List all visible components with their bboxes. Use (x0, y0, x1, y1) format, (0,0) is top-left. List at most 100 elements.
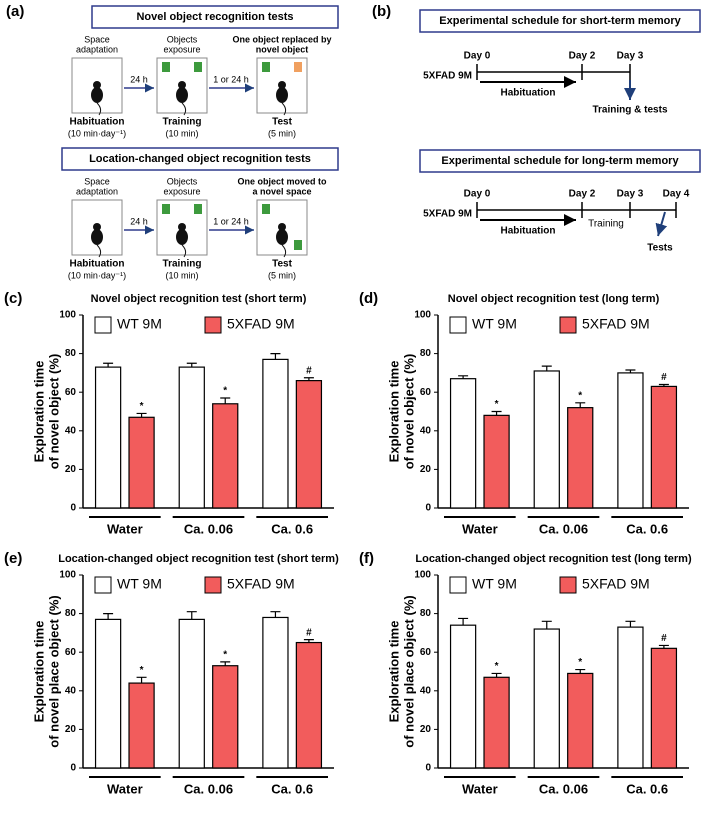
y-axis-label: Exploration time (31, 361, 46, 463)
day-label: Day 0 (464, 189, 491, 200)
error-bar (220, 397, 231, 404)
y-tick-label: 80 (65, 348, 77, 359)
y-tick-label: 0 (425, 503, 431, 514)
error-bar (136, 412, 147, 418)
y-tick-label: 100 (59, 310, 76, 321)
error-bar (220, 661, 231, 666)
y-tick-label: 100 (414, 310, 431, 321)
panel-label: (a) (6, 3, 24, 20)
y-axis-label: of novel place object (%) (46, 595, 61, 747)
error-bar (303, 377, 314, 381)
y-tick-label: 60 (65, 647, 77, 658)
error-bar (458, 375, 469, 379)
y-tick-label: 60 (420, 647, 432, 658)
error-bar (303, 639, 314, 643)
x-tick-label: Ca. 0.6 (626, 781, 668, 796)
y-tick-label: 40 (65, 685, 77, 696)
chart-title: Novel object recognition test (long term… (448, 293, 660, 305)
y-tick-label: 100 (414, 570, 431, 581)
y-tick-label: 40 (65, 425, 77, 436)
bar (449, 624, 477, 769)
chart: (f) Location-changed object recognition t… (359, 550, 692, 796)
error-bar (270, 353, 281, 360)
legend-swatch (449, 316, 467, 334)
bar (567, 407, 594, 509)
stage-label: novel object (256, 44, 309, 54)
bar (617, 372, 644, 509)
legend-label: 5XFAD 9M (582, 316, 650, 332)
stage-duration: (10 min) (165, 270, 198, 280)
day-label: Day 2 (569, 51, 596, 62)
stage-duration: (5 min) (268, 128, 296, 138)
stage-label: adaptation (76, 44, 118, 54)
x-tick-label: Water (107, 521, 143, 536)
bar (128, 416, 155, 509)
stage-duration: (10 min·day⁻¹) (68, 128, 126, 138)
arrow-label: 1 or 24 h (213, 216, 249, 226)
error-bar (658, 383, 669, 387)
stage-name: Habituation (70, 259, 125, 270)
bar (650, 385, 678, 509)
stage-label: One object moved to (237, 176, 327, 186)
error-bar (103, 613, 114, 620)
legend-label: 5XFAD 9M (227, 576, 295, 592)
bar (128, 682, 155, 769)
y-tick-label: 100 (59, 570, 76, 581)
legend-label: WT 9M (472, 316, 517, 332)
x-tick-label: Ca. 0.6 (271, 521, 313, 536)
y-axis-label: of novel object (%) (46, 354, 61, 470)
legend-label: 5XFAD 9M (227, 316, 295, 332)
bar (178, 618, 205, 769)
stage-duration: (5 min) (268, 270, 296, 280)
panel-label: (b) (372, 3, 391, 20)
day-label: Day 0 (464, 51, 491, 62)
legend-swatch (94, 576, 112, 594)
error-bar (575, 402, 586, 408)
x-tick-label: Ca. 0.06 (184, 521, 233, 536)
legend-swatch (559, 576, 577, 594)
day-label: Day 3 (617, 51, 644, 62)
y-tick-label: 80 (420, 608, 432, 619)
y-tick-label: 20 (420, 724, 432, 735)
error-bar (625, 369, 636, 373)
y-axis-label: of novel place object (%) (401, 595, 416, 747)
bar (567, 672, 594, 769)
stage-label: Space (84, 176, 110, 186)
error-bar (658, 644, 669, 649)
y-tick-label: 0 (425, 763, 431, 774)
y-tick-label: 80 (65, 608, 77, 619)
significance-marker: # (306, 365, 312, 376)
error-bar (136, 676, 147, 684)
x-tick-label: Ca. 0.06 (184, 781, 233, 796)
bar (295, 380, 323, 509)
x-tick-label: Water (462, 781, 498, 796)
legend-label: 5XFAD 9M (582, 576, 650, 592)
y-tick-label: 60 (65, 387, 77, 398)
stage-label: Objects (167, 34, 198, 44)
chart-title: Location-changed object recognition test… (415, 553, 692, 565)
y-tick-label: 40 (420, 425, 432, 436)
significance-marker: * (578, 390, 582, 401)
bar (94, 618, 122, 769)
chart-title: Location-changed object recognition test… (58, 553, 339, 565)
chart: (d) Novel object recognition test (long t… (359, 290, 689, 536)
chart-title: Novel object recognition test (short ter… (91, 293, 307, 305)
legend-swatch (559, 316, 577, 334)
significance-marker: * (495, 661, 499, 672)
stage-label: One object replaced by (232, 34, 331, 44)
y-tick-label: 0 (70, 503, 76, 514)
y-tick-label: 20 (65, 724, 77, 735)
panel-label: (d) (359, 290, 378, 307)
significance-marker: * (140, 665, 144, 676)
day-label: Day 4 (663, 189, 690, 200)
schedule: Experimental schedule for short-term mem… (419, 9, 701, 254)
day-label: Day 2 (569, 189, 596, 200)
phase-label: Training (588, 219, 624, 230)
stage-name: Test (272, 259, 292, 270)
protocol-box: Novel object recognition tests Space ada… (68, 5, 339, 138)
x-tick-label: Ca. 0.6 (271, 781, 313, 796)
bar (617, 626, 644, 769)
y-axis-label: Exploration time (31, 621, 46, 723)
y-axis-label: of novel object (%) (401, 354, 416, 470)
